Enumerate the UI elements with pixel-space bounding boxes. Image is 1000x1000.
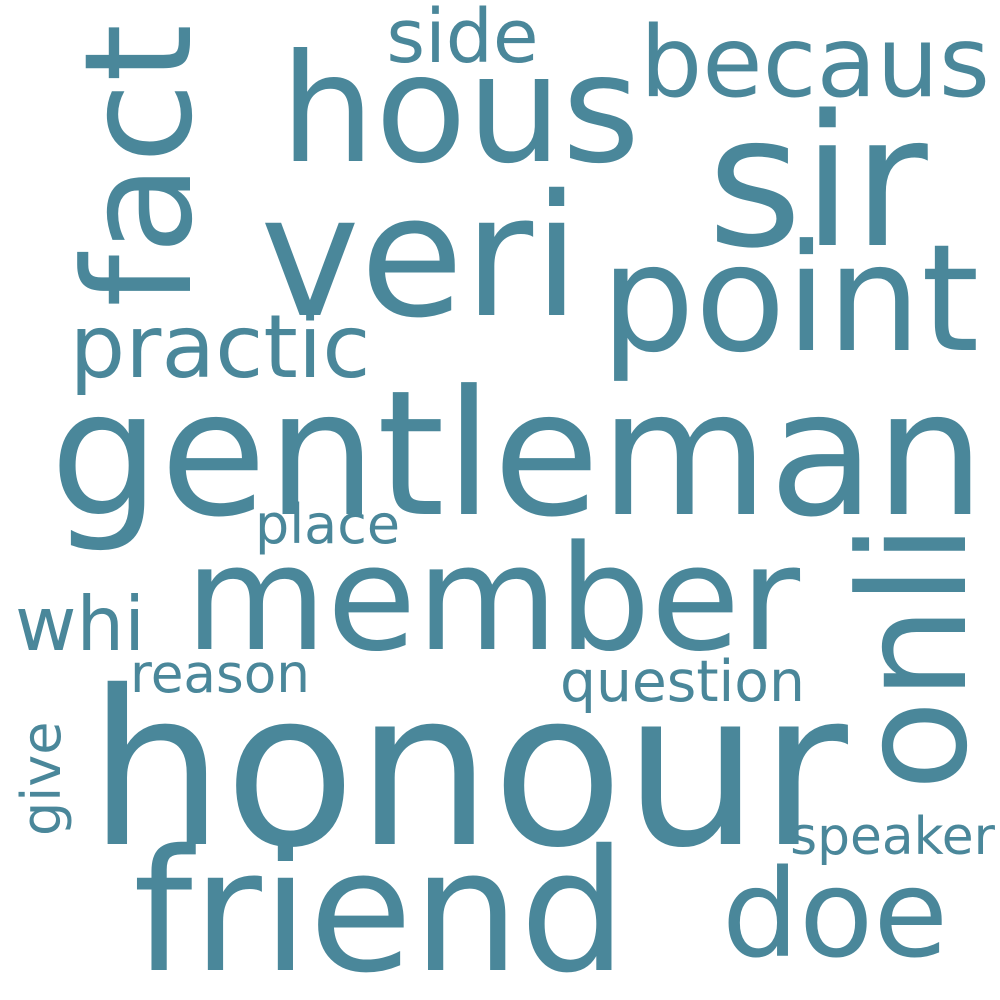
word-give: give — [10, 721, 73, 837]
word-doe: doe — [721, 843, 949, 986]
word-friend: friend — [133, 813, 627, 1000]
word-side: side — [386, 0, 539, 81]
word-member: member — [185, 515, 801, 685]
word-veri: veri — [260, 158, 581, 356]
word-place: place — [255, 493, 400, 556]
word-honour: honour — [88, 644, 848, 895]
word-onli: onli — [827, 523, 1000, 792]
word-whi: whi — [15, 580, 146, 669]
word-point: point — [600, 212, 980, 386]
word-fact: fact — [52, 23, 226, 307]
word-practic: practic — [69, 295, 371, 398]
word-speaker: speaker — [790, 806, 995, 867]
word-gentleman: gentleman — [49, 353, 985, 556]
word-reason: reason — [130, 643, 310, 706]
word-becaus: becaus — [640, 5, 990, 120]
word-sir: sir — [707, 76, 928, 289]
word-hous: hous — [280, 23, 641, 197]
word-question: question — [560, 649, 805, 716]
